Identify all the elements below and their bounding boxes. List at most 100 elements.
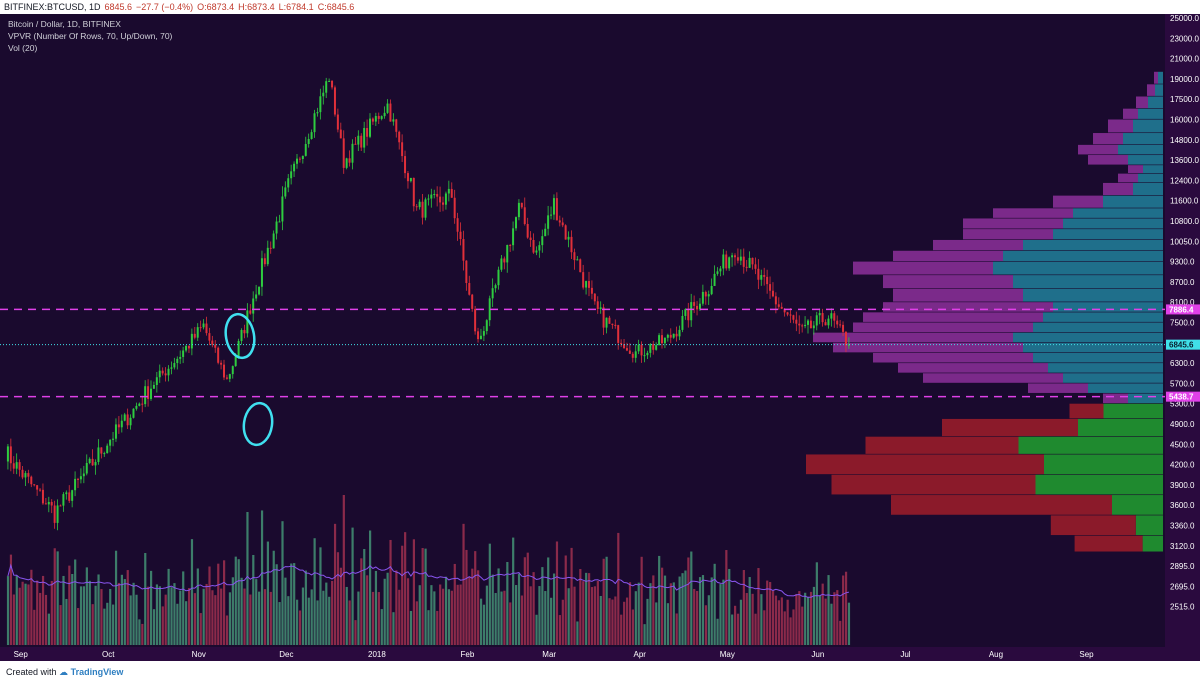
candle-body [199, 327, 202, 329]
candle-body [196, 327, 199, 338]
candle-body [690, 302, 693, 321]
candle-body [669, 334, 672, 338]
candle-body [488, 298, 491, 321]
price-tag-box [1166, 304, 1200, 315]
candle-body [652, 344, 655, 350]
volume-bar [567, 588, 570, 645]
candle-body [41, 489, 44, 504]
candle-body [637, 344, 640, 352]
candle-body [593, 293, 596, 302]
volume-bar [544, 591, 547, 645]
open-value: O:6873.4 [197, 2, 235, 12]
candle-body [736, 257, 739, 261]
candle-body [179, 356, 182, 359]
candle-body [33, 484, 36, 486]
volume-bar [225, 615, 229, 645]
candle-body [249, 310, 252, 314]
volume-bar [757, 568, 760, 645]
candle-body [655, 345, 658, 350]
vp-row-down [853, 261, 993, 275]
candle-body [412, 177, 415, 207]
volume-bar [65, 598, 68, 645]
vp-row-down [1028, 383, 1088, 393]
vp-row-down [873, 352, 1033, 363]
volume-bar [728, 568, 731, 645]
volume-bar [430, 585, 433, 645]
vp-row-up [1003, 250, 1163, 261]
candle-body [152, 384, 155, 389]
candle-body [74, 478, 77, 491]
volume-bar [453, 563, 456, 645]
volume-bar [155, 584, 159, 645]
volume-bar [374, 570, 378, 645]
tradingview-brand[interactable]: TradingView [70, 667, 124, 677]
candle-body [649, 344, 652, 353]
volume-bar [847, 602, 851, 645]
volume-bar [173, 583, 176, 645]
candle-body [751, 257, 754, 265]
volume-bar [287, 596, 290, 645]
price-tag-label: 5438.7 [1169, 393, 1194, 402]
candle-body [117, 424, 120, 428]
price-tick-label: 16000.0 [1170, 116, 1199, 125]
candle-body [85, 462, 88, 474]
candle-body [369, 118, 371, 137]
vp-row-up [1063, 373, 1163, 383]
volume-bar [751, 593, 754, 645]
candle-body [293, 163, 296, 172]
volume-bar [564, 555, 567, 645]
volume-moving-average [7, 563, 850, 598]
volume-bar [263, 589, 267, 645]
candle-body [430, 194, 433, 199]
candle-body [50, 501, 53, 506]
candle-body [304, 143, 307, 156]
candle-body [722, 254, 725, 269]
time-tick-label: May [720, 650, 735, 659]
volume-bar [144, 552, 147, 645]
price-tag-box [1166, 339, 1200, 350]
volume-bar [258, 591, 261, 645]
volume-bar [482, 604, 486, 645]
candle-body [313, 113, 316, 133]
candle-body [301, 155, 304, 160]
volume-bar [424, 548, 427, 645]
volume-bar [272, 550, 275, 645]
volume-bar [190, 539, 194, 645]
volume-bar [506, 561, 509, 645]
candle-body [643, 355, 646, 357]
volume-bar [672, 582, 675, 645]
candle-body [88, 458, 91, 463]
candle-body [821, 313, 824, 323]
volume-bar [243, 588, 246, 645]
volume-bar [246, 512, 249, 645]
annotations [224, 312, 274, 447]
volume-bar [836, 590, 839, 645]
volume-bar [135, 594, 138, 645]
volume-bar [339, 567, 342, 645]
candle-body [427, 198, 430, 200]
volume-bar [129, 595, 132, 645]
volume-bar [716, 618, 719, 645]
candle-body [792, 315, 795, 320]
price-tick-label: 13600.0 [1170, 156, 1199, 165]
volume-bar [79, 586, 83, 645]
volume-bar [336, 552, 340, 645]
candle-body [760, 275, 763, 280]
volume-bar [447, 589, 451, 645]
volume-bar [12, 594, 15, 645]
candle-body [278, 221, 281, 223]
volume-bar [196, 568, 199, 645]
candle-body [392, 119, 395, 122]
price-chart[interactable]: Bitcoin / Dollar, 1D, BITFINEX VPVR (Num… [0, 14, 1200, 661]
volume-bar [693, 588, 696, 645]
vp-row-down [853, 322, 1033, 333]
candle-body [839, 324, 842, 326]
volume-bar [555, 541, 559, 645]
volume-bar [599, 595, 602, 645]
vp-row-up [1063, 218, 1163, 229]
volume-bar [582, 581, 585, 645]
candle-body [509, 244, 512, 246]
candle-body [713, 273, 716, 286]
candle-body [9, 446, 12, 464]
candle-body [634, 351, 637, 358]
